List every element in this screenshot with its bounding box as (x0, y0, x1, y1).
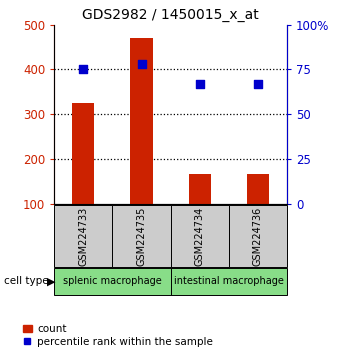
Bar (112, 205, 171, 267)
Text: GSM224733: GSM224733 (78, 207, 88, 266)
Bar (247, 175, 269, 204)
Bar (189, 175, 211, 204)
Bar (54, 268, 171, 295)
Point (255, 81, 261, 87)
Text: GSM224734: GSM224734 (195, 207, 205, 266)
Legend: count, percentile rank within the sample: count, percentile rank within the sample (23, 324, 213, 347)
Text: GSM224735: GSM224735 (136, 207, 147, 266)
Text: splenic macrophage: splenic macrophage (63, 276, 162, 286)
Bar (171, 268, 287, 295)
Bar (171, 205, 229, 267)
Bar (54, 205, 112, 267)
Text: cell type: cell type (4, 276, 48, 286)
Text: ▶: ▶ (47, 276, 56, 286)
Bar (131, 38, 153, 204)
Point (80, 67, 86, 72)
Text: GSM224736: GSM224736 (253, 207, 263, 266)
Text: intestinal macrophage: intestinal macrophage (174, 276, 284, 286)
Point (197, 81, 203, 87)
Bar (72, 103, 95, 204)
Bar (229, 205, 287, 267)
Title: GDS2982 / 1450015_x_at: GDS2982 / 1450015_x_at (82, 8, 259, 22)
Point (139, 61, 144, 67)
